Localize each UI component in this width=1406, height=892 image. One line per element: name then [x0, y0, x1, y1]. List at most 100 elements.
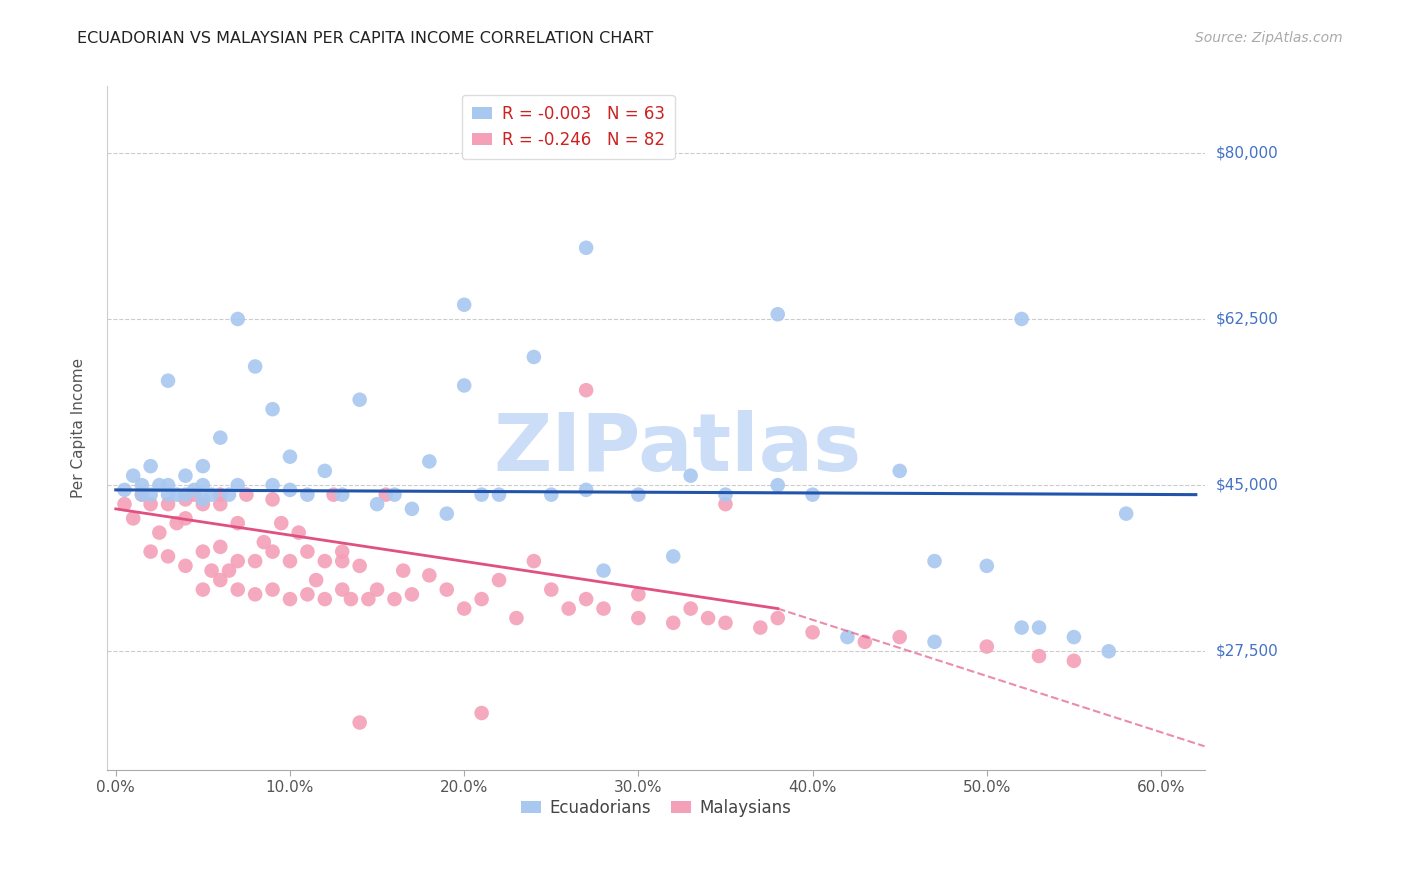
Point [278, 554, 301, 568]
Point [191, 478, 214, 492]
Point [270, 516, 292, 530]
Point [418, 454, 440, 468]
Point [357, 592, 380, 607]
Point [505, 611, 527, 625]
Point [174, 511, 197, 525]
Point [139, 544, 162, 558]
Point [226, 582, 249, 597]
Point [139, 459, 162, 474]
Point [157, 374, 180, 388]
Point [679, 468, 702, 483]
Point [122, 468, 145, 483]
Point [191, 492, 214, 507]
Point [218, 488, 240, 502]
Y-axis label: Per Capita Income: Per Capita Income [72, 358, 86, 499]
Point [314, 592, 336, 607]
Point [592, 564, 614, 578]
Point [418, 568, 440, 582]
Point [801, 625, 824, 640]
Point [166, 516, 188, 530]
Point [226, 312, 249, 326]
Point [714, 615, 737, 630]
Point [592, 601, 614, 615]
Point [662, 615, 685, 630]
Point [853, 635, 876, 649]
Point [262, 402, 284, 417]
Point [924, 554, 946, 568]
Point [766, 478, 789, 492]
Legend: Ecuadorians, Malaysians: Ecuadorians, Malaysians [515, 792, 797, 823]
Point [114, 483, 136, 497]
Point [366, 582, 388, 597]
Point [366, 497, 388, 511]
Point [314, 554, 336, 568]
Point [278, 450, 301, 464]
Point [523, 350, 546, 364]
Point [801, 488, 824, 502]
Point [297, 488, 319, 502]
Point [889, 630, 911, 644]
Point [131, 488, 153, 502]
Point [191, 582, 214, 597]
Point [253, 535, 276, 549]
Point [139, 488, 162, 502]
Point [401, 502, 423, 516]
Point [627, 587, 650, 601]
Point [157, 478, 180, 492]
Point [226, 516, 249, 530]
Point [766, 611, 789, 625]
Text: $27,500: $27,500 [1216, 644, 1278, 659]
Point [1028, 621, 1050, 635]
Point [278, 483, 301, 497]
Point [349, 558, 371, 573]
Point [523, 554, 546, 568]
Point [540, 582, 562, 597]
Point [471, 488, 494, 502]
Point [174, 558, 197, 573]
Point [157, 549, 180, 564]
Point [976, 640, 998, 654]
Point [131, 488, 153, 502]
Point [322, 488, 344, 502]
Point [1098, 644, 1121, 658]
Point [139, 497, 162, 511]
Point [436, 582, 458, 597]
Point [243, 359, 266, 374]
Point [191, 544, 214, 558]
Point [488, 573, 510, 587]
Point [209, 488, 232, 502]
Text: $80,000: $80,000 [1216, 145, 1278, 161]
Point [575, 592, 598, 607]
Point [218, 564, 240, 578]
Point [157, 497, 180, 511]
Point [453, 378, 475, 392]
Point [287, 525, 309, 540]
Point [401, 587, 423, 601]
Point [157, 488, 180, 502]
Point [114, 497, 136, 511]
Point [330, 582, 353, 597]
Point [924, 635, 946, 649]
Point [305, 573, 328, 587]
Point [471, 592, 494, 607]
Point [1063, 654, 1085, 668]
Point [714, 488, 737, 502]
Point [1063, 630, 1085, 644]
Point [209, 431, 232, 445]
Point [575, 241, 598, 255]
Point [488, 488, 510, 502]
Point [191, 459, 214, 474]
Point [976, 558, 998, 573]
Point [200, 564, 222, 578]
Point [1115, 507, 1137, 521]
Point [226, 478, 249, 492]
Text: $62,500: $62,500 [1216, 311, 1278, 326]
Point [262, 492, 284, 507]
Point [662, 549, 685, 564]
Point [243, 587, 266, 601]
Point [453, 298, 475, 312]
Point [122, 511, 145, 525]
Point [235, 488, 257, 502]
Point [131, 478, 153, 492]
Point [575, 383, 598, 397]
